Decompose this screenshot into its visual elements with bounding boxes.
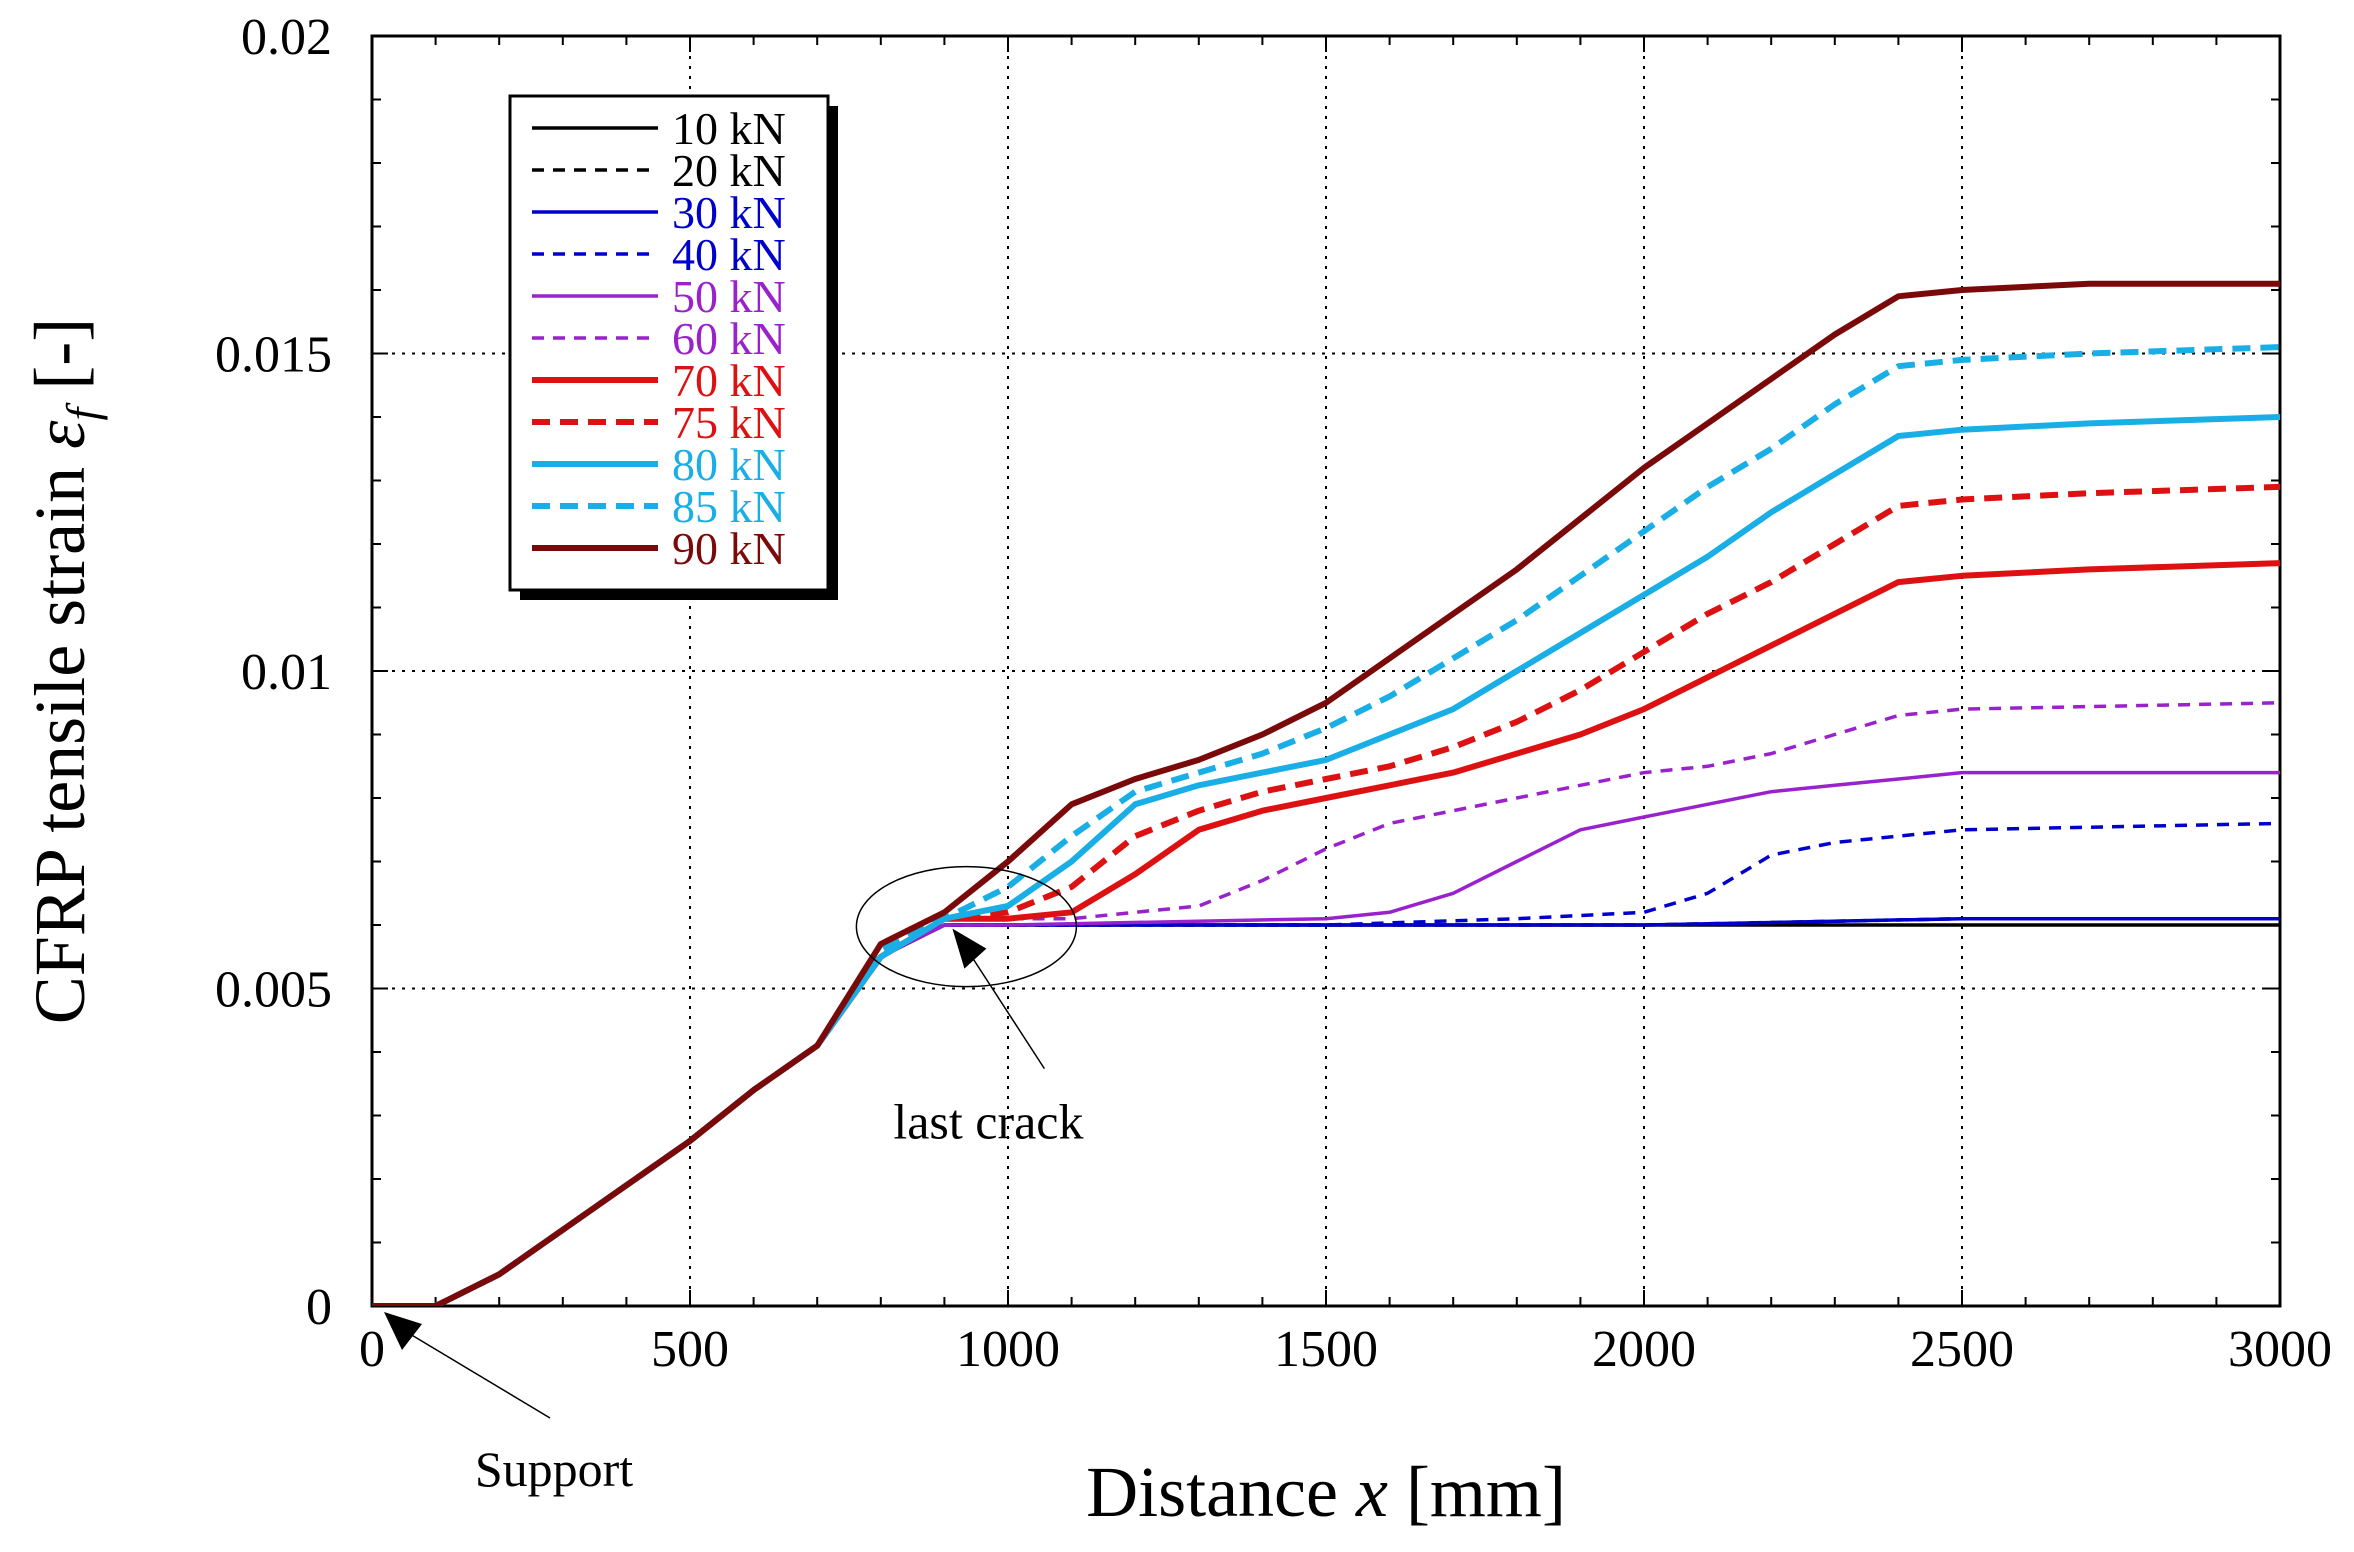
x-tick-label: 2000: [1592, 1321, 1696, 1378]
legend-label: 60 kN: [672, 313, 786, 364]
series-line-50-kn: [372, 770, 2280, 1306]
annotations: last crack Support: [384, 865, 1083, 1497]
legend-label: 40 kN: [672, 229, 786, 280]
support-arrow-head: [384, 1312, 422, 1350]
last-crack-arrow-head: [952, 928, 987, 969]
legend-label: 85 kN: [672, 481, 786, 532]
y-axis-label: CFRP tensile strain εf [-]: [20, 318, 108, 1024]
series-lines: [372, 280, 2280, 1306]
y-tick-label: 0.01: [241, 644, 332, 701]
legend-label: 90 kN: [672, 523, 786, 574]
last-crack-ellipse: [855, 865, 1078, 988]
tick-labels: 0 500 1000 1500 2000 2500 3000 0 0.005 0.01 0.015 0…: [215, 9, 2332, 1378]
y-tick-label: 0.015: [215, 327, 332, 384]
x-tick-label: 500: [651, 1321, 729, 1378]
axis-ticks: [371, 35, 2281, 1307]
legend-label: 20 kN: [672, 145, 786, 196]
support-arrow-line: [409, 1333, 551, 1419]
y-tick-label: 0: [306, 1279, 332, 1336]
legend-label: 30 kN: [672, 187, 786, 238]
legend-label: 10 kN: [672, 103, 786, 154]
series-line-70-kn: [372, 560, 2280, 1306]
x-tick-label: 2500: [1910, 1321, 2014, 1378]
series-line-75-kn: [372, 483, 2280, 1306]
legend-label: 80 kN: [672, 439, 786, 490]
legend-label: 75 kN: [672, 397, 786, 448]
x-tick-label: 1000: [956, 1321, 1060, 1378]
series-line-85-kn: [372, 344, 2280, 1306]
x-tick-label: 1500: [1274, 1321, 1378, 1378]
series-line-40-kn: [372, 821, 2280, 1306]
last-crack-arrow-line: [969, 954, 1046, 1070]
support-label: Support: [475, 1441, 633, 1497]
series-line-90-kn: [372, 280, 2280, 1306]
legend-label: 50 kN: [672, 271, 786, 322]
y-tick-label: 0.02: [241, 9, 332, 66]
x-tick-label: 0: [359, 1321, 385, 1378]
x-axis-label: Distance x [mm]: [1086, 1452, 1566, 1532]
y-tick-label: 0.005: [215, 962, 332, 1019]
legend-label: 70 kN: [672, 355, 786, 406]
series-line-60-kn: [372, 701, 2280, 1306]
x-tick-label: 3000: [2228, 1321, 2332, 1378]
last-crack-label: last crack: [893, 1094, 1083, 1150]
